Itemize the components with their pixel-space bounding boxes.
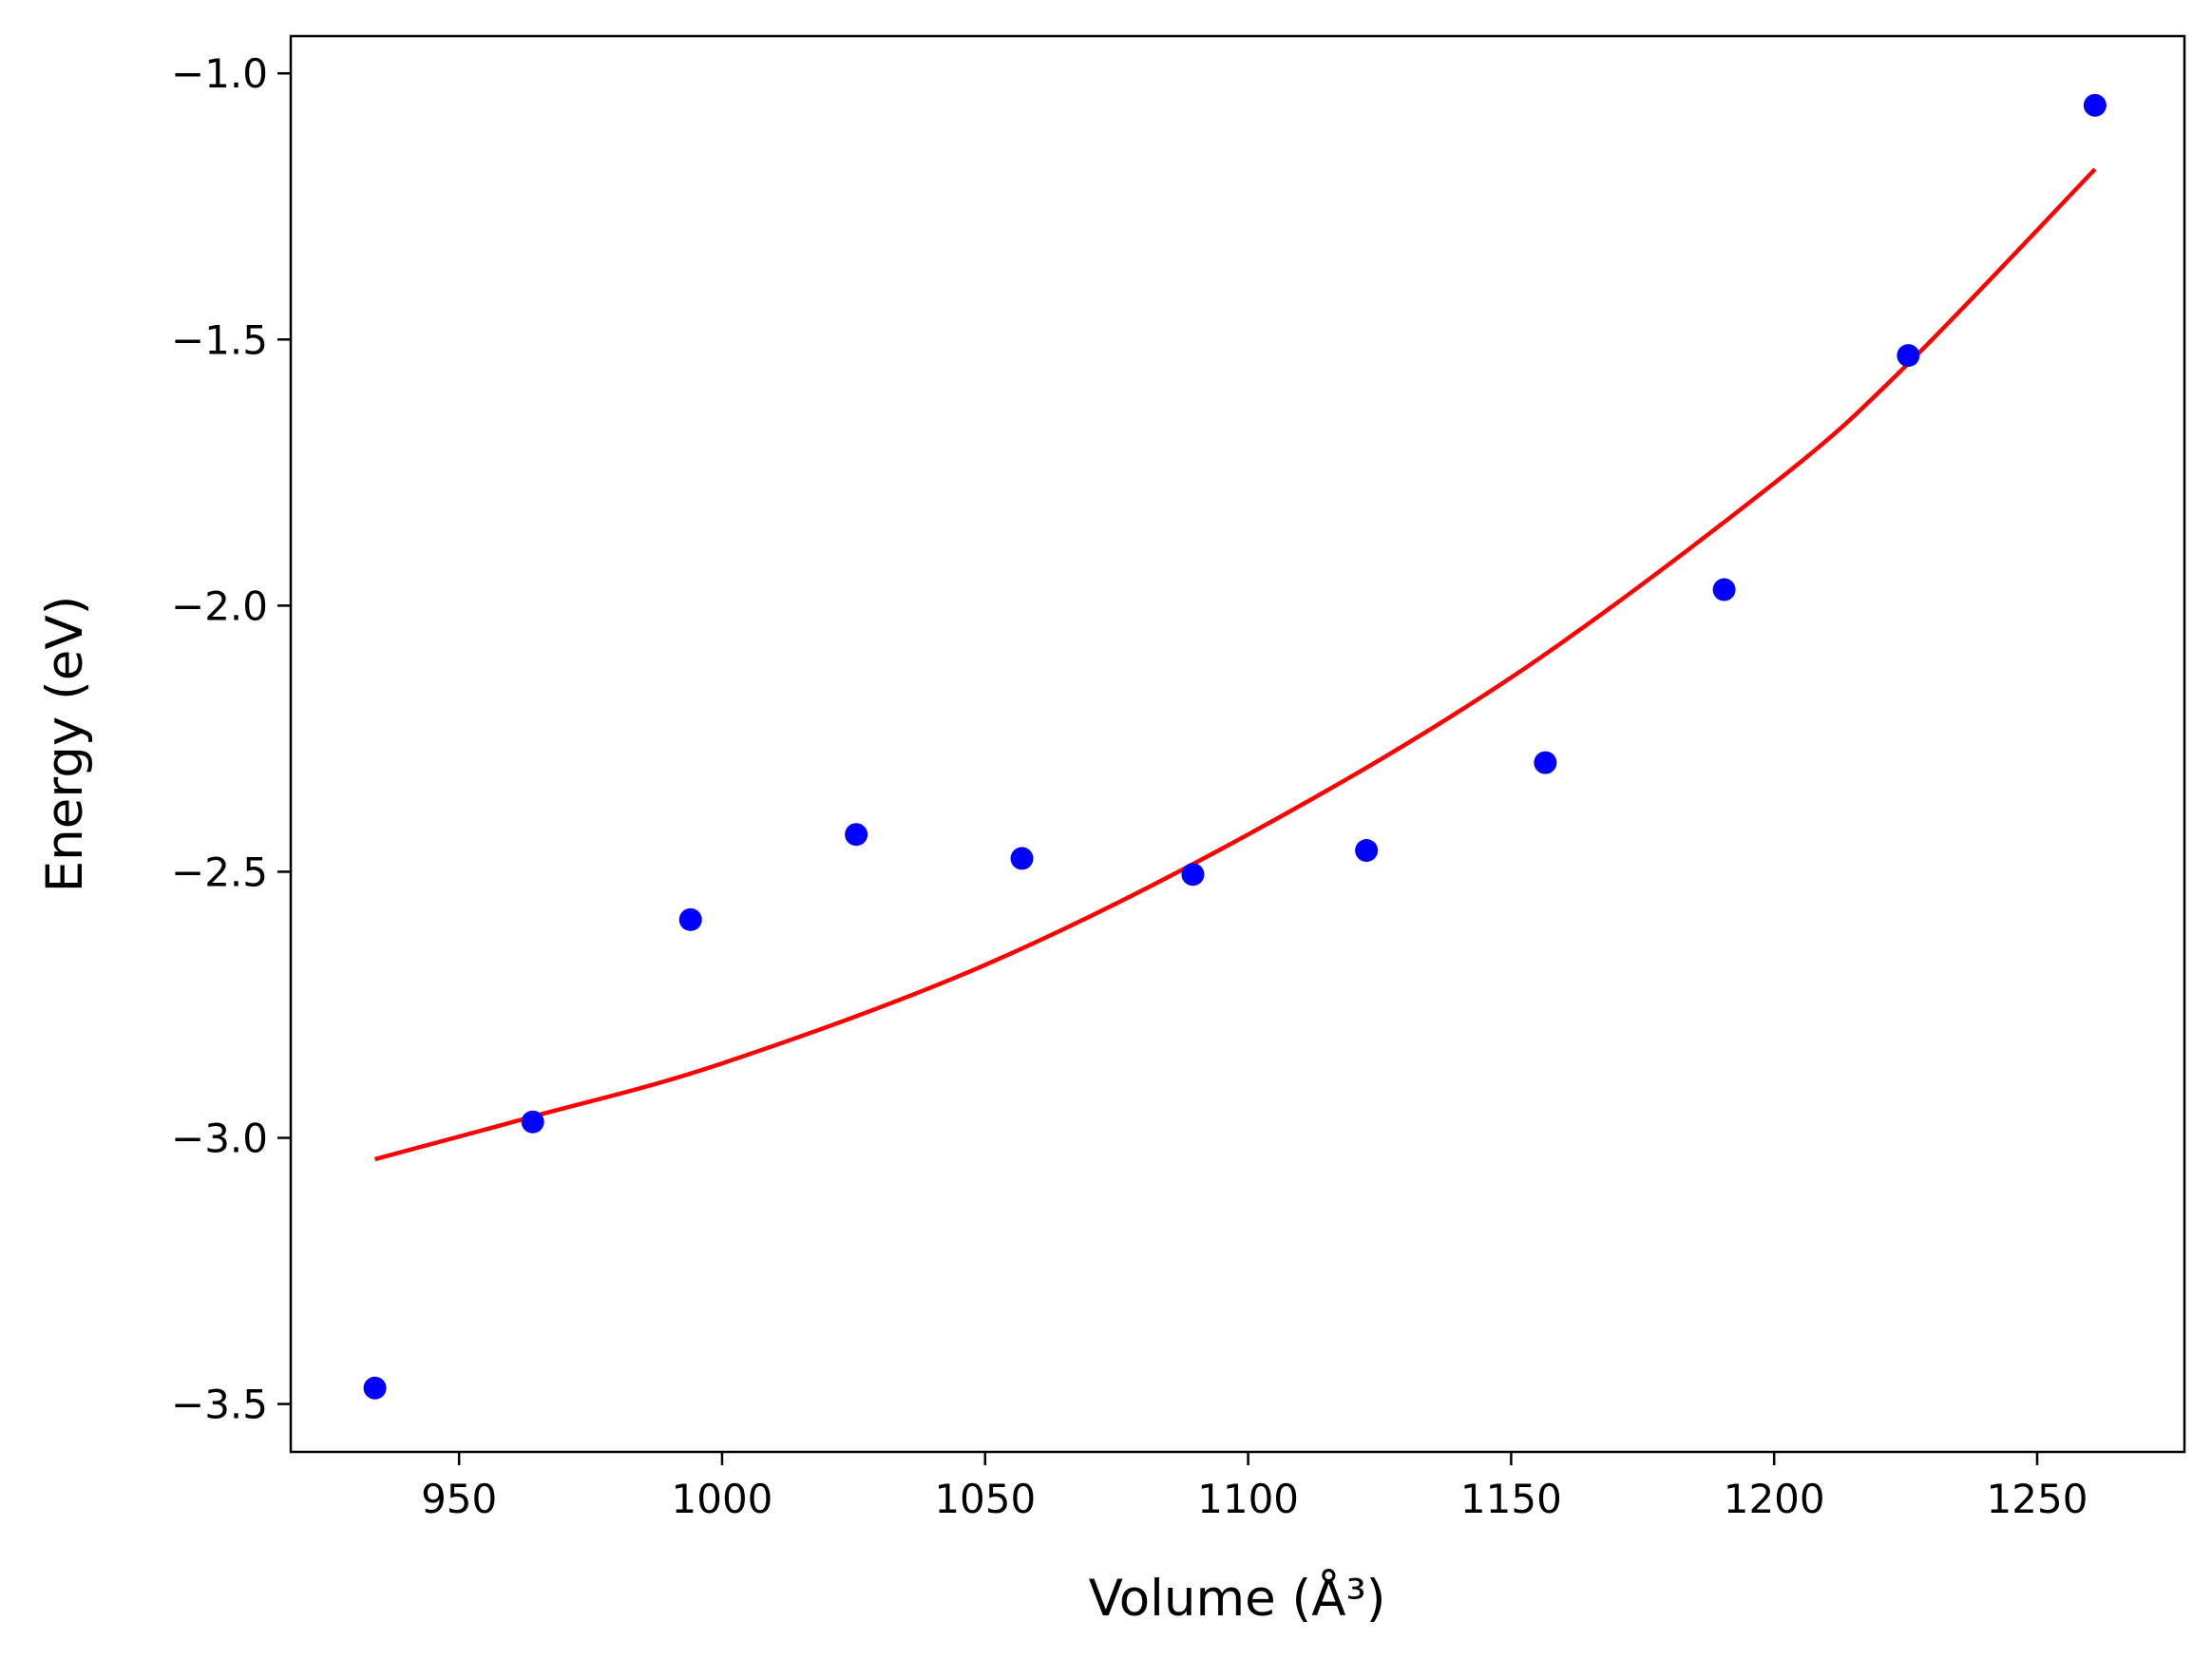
x-tick-label: 1150 xyxy=(1460,1476,1562,1522)
data-point xyxy=(1010,847,1034,870)
data-point xyxy=(1534,751,1557,774)
y-tick-label: −3.5 xyxy=(171,1382,268,1428)
y-tick-label: −3.0 xyxy=(171,1116,268,1162)
fit-line xyxy=(374,167,2097,1162)
data-point xyxy=(1355,839,1379,863)
x-tick-label: 1100 xyxy=(1197,1476,1299,1522)
x-tick-label: 1200 xyxy=(1724,1476,1825,1522)
y-tick-label: −2.0 xyxy=(171,582,268,629)
data-point xyxy=(845,823,868,847)
data-point xyxy=(1897,344,1920,368)
data-point xyxy=(678,907,702,931)
x-tick-label: 1050 xyxy=(934,1476,1036,1522)
data-point xyxy=(1712,578,1736,601)
y-tick-label: −1.0 xyxy=(171,50,268,97)
data-point xyxy=(363,1376,387,1400)
y-tick-label: −2.5 xyxy=(171,849,268,895)
data-point xyxy=(521,1110,544,1134)
y-axis-label: Energy (eV) xyxy=(36,596,94,893)
x-axis-label: Volume (Å³) xyxy=(1089,1567,1386,1628)
x-tick-label: 1250 xyxy=(1987,1476,2088,1522)
data-point xyxy=(1181,863,1205,887)
y-tick-label: −1.5 xyxy=(171,316,268,363)
x-tick-label: 950 xyxy=(421,1476,497,1522)
plot-frame xyxy=(289,34,2186,1454)
data-point xyxy=(2083,93,2107,117)
x-tick-label: 1000 xyxy=(672,1476,773,1522)
